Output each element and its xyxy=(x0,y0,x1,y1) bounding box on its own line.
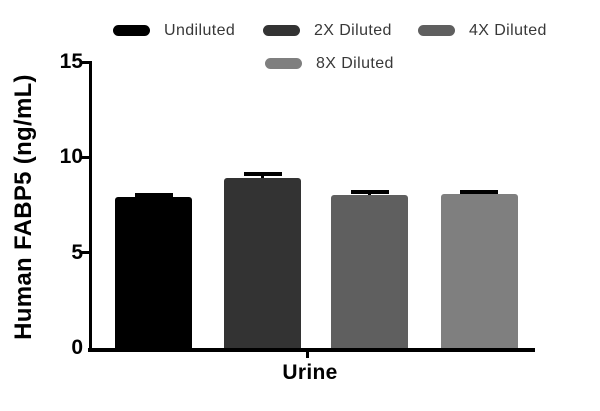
error-bar-cap-2x-diluted xyxy=(243,171,282,176)
legend-item-8x-diluted: 8X Diluted xyxy=(265,54,394,73)
bar-2x-diluted xyxy=(224,178,301,348)
legend-item-2x-diluted: 2X Diluted xyxy=(263,21,392,40)
legend-label-8x-diluted: 8X Diluted xyxy=(316,54,394,72)
legend-swatch-4x-diluted xyxy=(418,25,455,36)
legend-swatch-undiluted xyxy=(113,25,150,36)
legend-item-4x-diluted: 4X Diluted xyxy=(418,21,547,40)
y-tick-label-10: 10 xyxy=(59,145,83,169)
x-axis-line xyxy=(88,348,535,352)
y-axis-line xyxy=(89,61,92,351)
legend-label-4x-diluted: 4X Diluted xyxy=(469,21,547,39)
error-bar-cap-undiluted xyxy=(134,193,173,198)
y-tick-15 xyxy=(80,60,89,64)
bar-4x-diluted xyxy=(331,195,408,348)
error-bar-cap-4x-diluted xyxy=(350,189,389,194)
y-tick-5 xyxy=(80,251,89,255)
error-bar-stem-2x-diluted xyxy=(261,173,264,179)
y-tick-label-5: 5 xyxy=(71,240,83,264)
x-axis-label: Urine xyxy=(282,361,338,384)
legend-item-undiluted: Undiluted xyxy=(113,21,235,40)
plot-area xyxy=(92,62,535,348)
error-bar-cap-8x-diluted xyxy=(460,189,498,194)
legend-label-undiluted: Undiluted xyxy=(164,21,236,39)
legend-swatch-8x-diluted xyxy=(265,58,302,69)
y-tick-10 xyxy=(80,155,89,159)
y-axis-title: Human FABP5 (ng/mL) xyxy=(10,74,37,340)
y-tick-label-15: 15 xyxy=(59,50,83,73)
legend-swatch-2x-diluted xyxy=(263,25,300,36)
x-axis-tick xyxy=(306,351,309,358)
y-tick-label-0: 0 xyxy=(71,336,83,359)
bar-8x-diluted xyxy=(440,193,518,348)
legend-label-2x-diluted: 2X Diluted xyxy=(314,21,392,39)
bar-undiluted xyxy=(115,197,192,348)
